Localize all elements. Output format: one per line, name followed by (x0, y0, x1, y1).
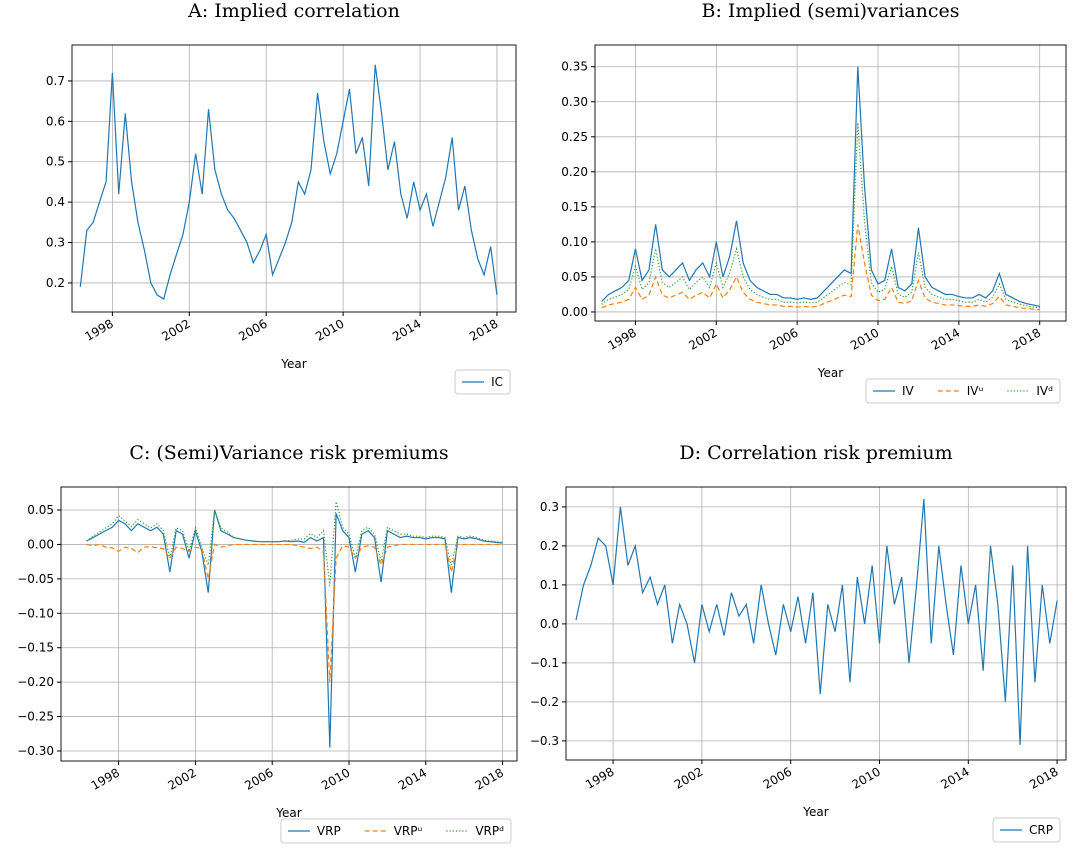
x-axis-label: Year (280, 357, 306, 371)
subplot: B: Implied (semi)variances 0.00 0.05 0.10 0.… (561, 0, 1067, 404)
subplot: C: (Semi)Variance risk premiums 0.05 0.00 −… (17, 442, 518, 844)
x-axis-label: Year (275, 806, 301, 820)
y-tick-label: −0.25 (17, 710, 54, 724)
y-tick-label: 0.00 (561, 305, 588, 319)
subplot-title: B: Implied (semi)variances (701, 0, 959, 22)
y-tick-label: 0.10 (561, 235, 588, 249)
legend-label: VRPᵈ (475, 824, 504, 838)
y-tick-label: −0.2 (530, 695, 559, 709)
legend: IV IVᵘ IVᵈ (865, 378, 1061, 404)
x-tick-label: 2006 (236, 316, 269, 343)
x-tick-label: 1998 (605, 325, 638, 352)
subplot-title: D: Correlation risk premium (679, 442, 952, 464)
x-tick-label: 2010 (848, 325, 881, 352)
y-tick-label: 0.05 (561, 270, 588, 284)
x-tick-label: 2010 (850, 764, 883, 791)
series-line (79, 64, 498, 301)
y-tick-label: 0.3 (46, 236, 65, 250)
y-tick-label: 0.0 (540, 617, 559, 631)
x-tick-label: 2010 (313, 316, 346, 343)
axes-frame (565, 486, 1067, 761)
y-tick-label: −0.30 (17, 744, 54, 758)
y-tick-label: 0.7 (46, 74, 65, 88)
series-line (601, 224, 1040, 311)
x-tick-label: 1998 (82, 316, 115, 343)
x-tick-label: 2002 (165, 765, 198, 792)
x-tick-label: 2018 (1010, 325, 1043, 352)
legend-box (280, 818, 512, 844)
y-tick-label: 0.15 (561, 200, 588, 214)
y-tick-label: −0.3 (530, 734, 559, 748)
series-line (575, 499, 1058, 745)
y-tick-label: 0.2 (540, 539, 559, 553)
y-tick-label: −0.20 (17, 675, 54, 689)
legend-box (865, 378, 1061, 404)
axes-frame (71, 44, 517, 313)
subplot-title: A: Implied correlation (187, 0, 400, 22)
y-tick-label: 0.2 (46, 276, 65, 290)
y-tick-label: 0.00 (27, 537, 54, 551)
y-tick-label: −0.10 (17, 606, 54, 620)
legend: VRP VRPᵘ VRPᵈ (280, 818, 512, 844)
y-tick-label: 0.30 (561, 95, 588, 109)
x-tick-label: 2018 (473, 765, 506, 792)
legend-label: CRP (1029, 823, 1053, 837)
x-tick-label: 2014 (390, 316, 423, 343)
x-tick-label: 2002 (159, 316, 192, 343)
legend-label: VRPᵘ (394, 824, 423, 838)
x-tick-label: 2006 (761, 764, 794, 791)
legend-label: VRP (317, 824, 341, 838)
subplot: D: Correlation risk premium 0.3 0.2 0.1 0.0 −… (530, 442, 1067, 843)
subplot: A: Implied correlation 0.2 0.3 0.4 0.5 0.6 0.7… (46, 0, 517, 395)
series-line (601, 122, 1040, 309)
x-tick-label: 2018 (467, 316, 500, 343)
legend-box (992, 817, 1061, 843)
y-tick-label: 0.3 (540, 500, 559, 514)
y-tick-label: 0.5 (46, 155, 65, 169)
x-tick-label: 2018 (1027, 764, 1060, 791)
x-tick-label: 2014 (929, 325, 962, 352)
legend-label: IVᵈ (1036, 384, 1053, 398)
x-axis-label: Year (817, 366, 843, 380)
x-tick-label: 2014 (396, 765, 429, 792)
series-line (86, 509, 503, 748)
x-tick-label: 2010 (319, 765, 352, 792)
y-tick-label: −0.05 (17, 572, 54, 586)
x-tick-label: 2002 (686, 325, 719, 352)
x-tick-label: 2014 (938, 764, 971, 791)
axes-frame (60, 486, 518, 762)
legend-label: IV (902, 384, 915, 398)
y-tick-label: 0.25 (561, 130, 588, 144)
legend: IC (454, 369, 511, 395)
x-tick-label: 1998 (89, 765, 122, 792)
y-tick-label: 0.35 (561, 60, 588, 74)
series-line (86, 543, 503, 683)
series-line (601, 66, 1040, 307)
subplot-title: C: (Semi)Variance risk premiums (129, 442, 448, 464)
y-tick-label: 0.6 (46, 114, 65, 128)
legend: CRP (992, 817, 1061, 843)
legend-label: IVᵘ (967, 384, 984, 398)
y-tick-label: −0.1 (530, 656, 559, 670)
y-tick-label: 0.20 (561, 165, 588, 179)
series-line (86, 501, 503, 586)
y-tick-label: −0.15 (17, 641, 54, 655)
x-tick-label: 1998 (583, 764, 616, 791)
x-tick-label: 2006 (767, 325, 800, 352)
y-tick-label: 0.05 (27, 503, 54, 517)
axes-frame (594, 44, 1067, 322)
legend-label: IC (491, 375, 503, 389)
x-axis-label: Year (802, 805, 828, 819)
y-tick-label: 0.4 (46, 195, 65, 209)
y-tick-label: 0.1 (540, 578, 559, 592)
x-tick-label: 2002 (672, 764, 705, 791)
x-tick-label: 2006 (242, 765, 275, 792)
